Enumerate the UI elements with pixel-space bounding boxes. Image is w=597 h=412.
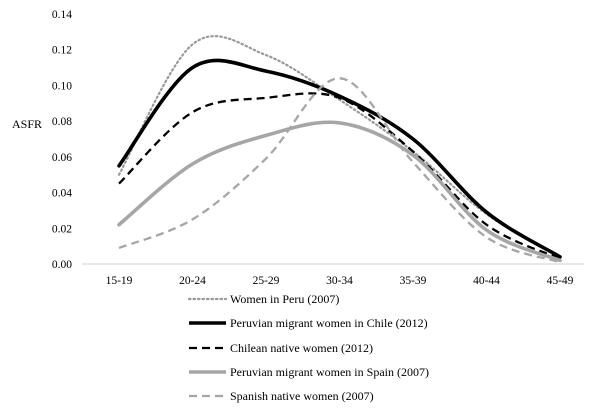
- legend-label: Chilean native women (2012): [230, 340, 373, 355]
- y-tick-label: 0.02: [52, 223, 72, 235]
- y-tick-label: 0.00: [52, 259, 72, 271]
- legend-label: Peruvian migrant women in Chile (2012): [230, 316, 428, 331]
- x-tick-label: 25-29: [253, 275, 280, 287]
- legend-swatch: [189, 370, 226, 374]
- asfr-line-chart: ASFR 0.00 0.02 0.04 0.06 0.08 0.10 0.12 0.14 15…: [12, 9, 584, 287]
- x-tick-label: 45-49: [547, 275, 574, 287]
- legend-swatch: [188, 297, 228, 301]
- legend-label: Peruvian migrant women in Spain (2007): [230, 364, 429, 379]
- legend-label: Women in Peru (2007): [230, 292, 340, 306]
- y-tick-label: 0.14: [52, 9, 72, 21]
- series-line-4: [117, 120, 562, 263]
- y-tick-label: 0.04: [52, 188, 72, 200]
- x-tick-label: 20-24: [179, 275, 206, 287]
- series-line-2: [117, 58, 562, 259]
- y-axis-label: ASFR: [12, 117, 42, 131]
- x-tick-label: 40-44: [473, 275, 500, 287]
- y-tick-label: 0.08: [52, 116, 72, 128]
- legend-swatch: [189, 395, 226, 398]
- x-tick-label: 30-34: [326, 275, 353, 287]
- y-tick-label: 0.12: [52, 45, 72, 57]
- x-tick-label: 15-19: [106, 275, 133, 287]
- series-line-3: [118, 92, 561, 260]
- legend-swatch: [189, 346, 226, 349]
- y-tick-label: 0.06: [52, 152, 72, 164]
- legend-label: Spanish native women (2007): [230, 389, 374, 404]
- series-line-5: [118, 77, 561, 264]
- legend-swatch: [189, 321, 226, 326]
- y-tick-label: 0.10: [52, 80, 72, 92]
- x-tick-label: 35-39: [400, 275, 427, 287]
